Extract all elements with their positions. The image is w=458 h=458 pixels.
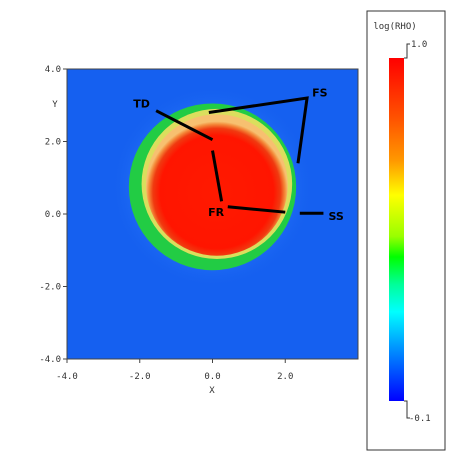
annotation-line-fr bbox=[227, 205, 286, 214]
annotation-label-td: TD bbox=[133, 97, 150, 110]
y-tick-label: -2.0 bbox=[39, 283, 61, 293]
colorbar-max-tick bbox=[404, 43, 410, 59]
colorbar-scale bbox=[389, 58, 404, 401]
x-tick-label: -2.0 bbox=[129, 372, 151, 382]
colorbar-title: log(RHO) bbox=[373, 22, 416, 32]
y-tick-label: 4.0 bbox=[45, 65, 61, 75]
y-tick-label: 2.0 bbox=[45, 138, 61, 148]
y-axis-label: Y bbox=[52, 100, 58, 110]
y-tick-label: -4.0 bbox=[39, 355, 61, 365]
colorbar-min-label: -0.1 bbox=[409, 414, 431, 424]
annotation-label-ss: SS bbox=[328, 210, 343, 223]
annotation-line-td bbox=[155, 109, 214, 142]
annotation-layer: TD FS FR SS bbox=[133, 87, 344, 223]
colorbar-max-label: 1.0 bbox=[411, 40, 427, 50]
colorbar-frame bbox=[366, 10, 446, 451]
x-axis-ticks: -4.0 -2.0 0.0 2.0 bbox=[56, 359, 293, 382]
dense-core bbox=[145, 114, 288, 256]
x-tick-label: 0.0 bbox=[204, 372, 220, 382]
y-tick-label: 0.0 bbox=[45, 210, 61, 220]
colorbar-panel: log(RHO) 1.0 -0.1 bbox=[366, 10, 446, 451]
colorbar-min-tick bbox=[404, 400, 410, 419]
annotation-label-fr: FR bbox=[208, 206, 225, 219]
x-axis-label: X bbox=[209, 386, 215, 396]
annotation-line-fs bbox=[208, 96, 309, 164]
x-tick-label: -4.0 bbox=[56, 372, 78, 382]
x-tick-label: 2.0 bbox=[277, 372, 293, 382]
y-axis-ticks: -4.0 -2.0 0.0 2.0 4.0 bbox=[39, 65, 67, 365]
annotation-label-fs: FS bbox=[312, 87, 328, 100]
annotation-line-fr bbox=[211, 150, 224, 202]
